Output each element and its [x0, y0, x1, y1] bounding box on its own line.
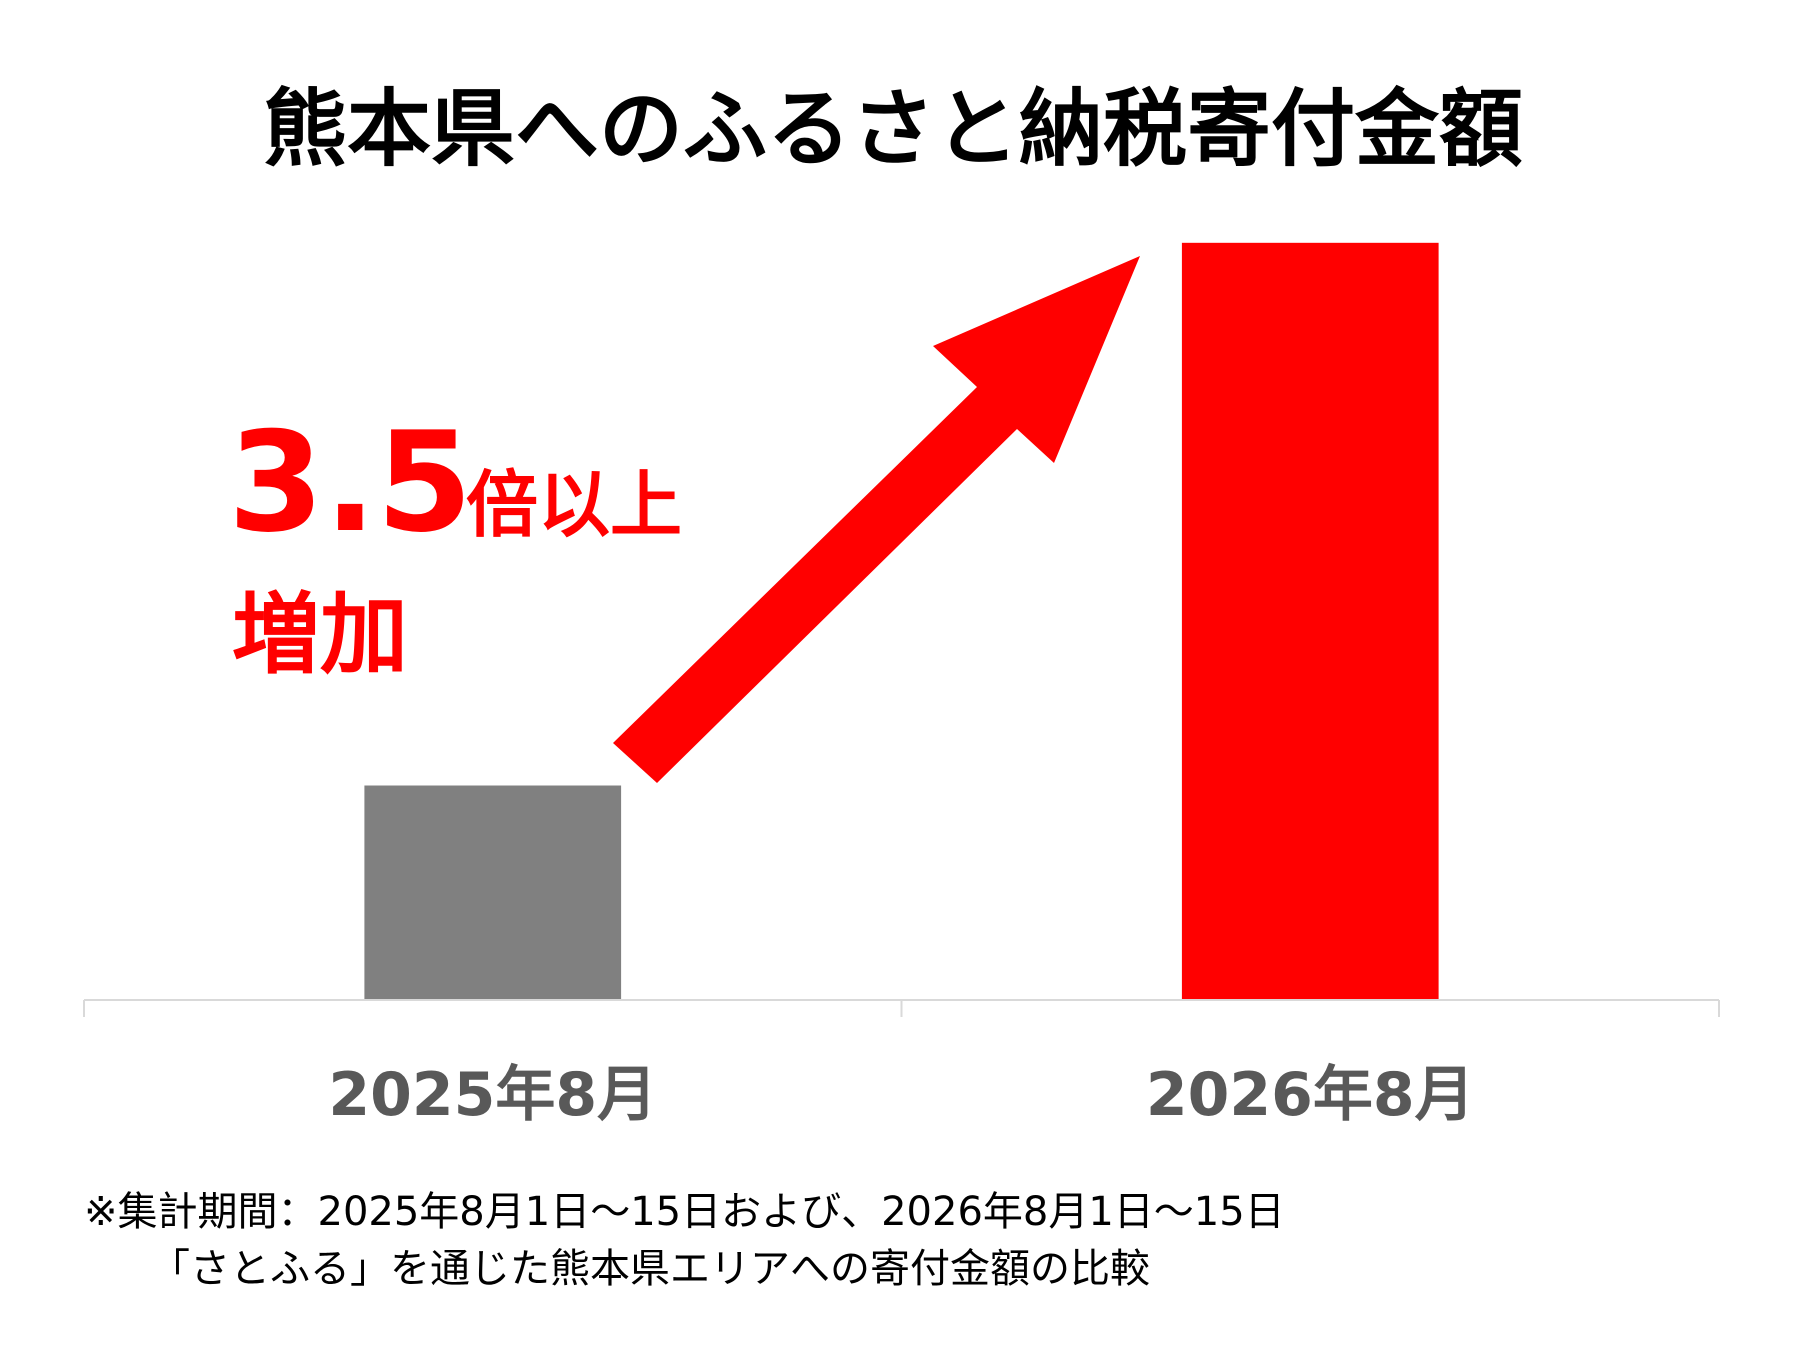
chart-title: 熊本県へのふるさと納税寄付金額: [263, 80, 1523, 178]
x-tick-label: 2026年8月: [1146, 1060, 1475, 1130]
arrow: [613, 256, 1140, 783]
bar: [364, 785, 622, 1000]
annotation: 倍以上: [466, 463, 682, 547]
footnote: ※集計期間：2025年8月1日～15日および、2026年8月1日～15日: [84, 1189, 1285, 1235]
footnote: 「さとふる」を通じた熊本県エリアへの寄付金額の比較: [150, 1246, 1150, 1292]
annotation: 3.5: [228, 402, 472, 563]
x-tick-label: 2025年8月: [328, 1060, 657, 1130]
bar: [1181, 242, 1439, 1000]
annotation: 増加: [232, 583, 408, 686]
